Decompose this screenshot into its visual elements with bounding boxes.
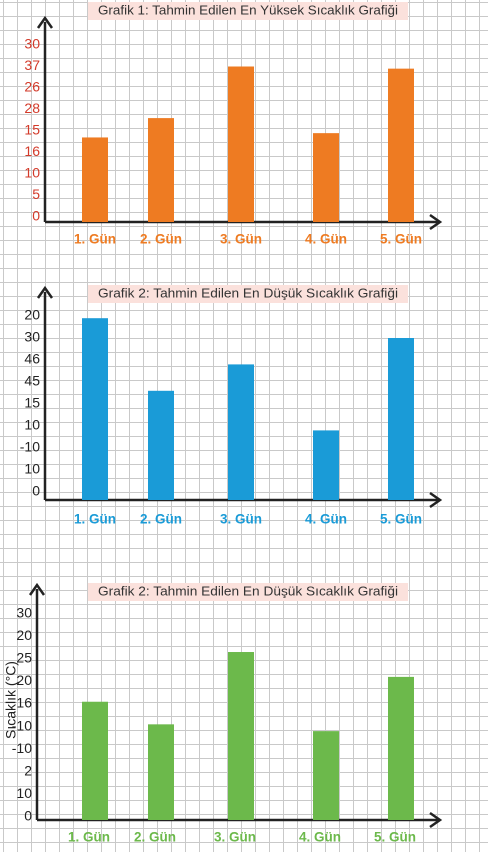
chart-title: Grafik 1: Tahmin Edilen En Yüksek Sıcakl…	[98, 3, 398, 17]
bar	[148, 118, 174, 222]
x-tick-label: 5. Gün	[380, 512, 422, 527]
y-tick-label: 10	[24, 165, 40, 181]
y-tick-label: 15	[24, 122, 40, 138]
x-tick-label: 5. Gün	[374, 830, 416, 845]
title-banner	[88, 2, 408, 20]
x-tick-label: 2. Gün	[134, 830, 176, 845]
x-arrow	[429, 811, 443, 829]
x-tick-label: 3. Gün	[214, 830, 256, 845]
bar	[228, 652, 254, 820]
x-tick-label: 4. Gün	[299, 830, 341, 845]
x-tick-label: 1. Gün	[74, 232, 116, 247]
x-tick-label: 1. Gün	[68, 830, 110, 845]
y-tick-label: 10	[16, 785, 32, 801]
y-tick-label: 0	[24, 808, 32, 824]
bar	[388, 676, 414, 820]
chart-title: Grafik 2: Tahmin Edilen En Düşük Sıcaklı…	[98, 584, 398, 598]
bar	[388, 68, 414, 223]
x-tick-label: 2. Gün	[140, 232, 182, 247]
y-tick-label: 10	[24, 461, 40, 477]
y-tick-label: -10	[12, 740, 32, 756]
y-tick-label: 15	[24, 395, 40, 411]
x-tick-label: 3. Gün	[220, 232, 262, 247]
y-arrow	[28, 582, 46, 596]
y-tick-label: 2	[24, 763, 32, 779]
bar	[148, 724, 174, 820]
x-tick-label: 2. Gün	[140, 512, 182, 527]
y-tick-label: -10	[20, 439, 40, 455]
y-tick-label: 16	[16, 695, 32, 711]
bar	[313, 731, 339, 820]
y-tick-label: 26	[24, 79, 40, 95]
x-tick-label: 4. Gün	[305, 232, 347, 247]
y-tick-label: 0	[32, 208, 40, 224]
y-tick-label: 25	[16, 650, 32, 666]
y-tick-label: 37	[24, 57, 40, 73]
y-tick-label: 0	[32, 483, 40, 499]
bar	[313, 430, 339, 500]
y-tick-label: 45	[24, 373, 40, 389]
x-arrow	[429, 213, 443, 231]
y-tick-label: 30	[16, 604, 32, 620]
title-banner	[88, 583, 408, 601]
x-tick-label: 4. Gün	[305, 512, 347, 527]
y-tick-label: -10	[12, 717, 32, 733]
bar	[148, 390, 174, 500]
x-tick-label: 1. Gün	[74, 512, 116, 527]
y-arrow	[36, 285, 54, 299]
y-tick-label: 30	[24, 36, 40, 52]
bar	[228, 66, 254, 222]
y-tick-label: 5	[32, 186, 40, 202]
y-tick-label: 46	[24, 351, 40, 367]
x-tick-label: 3. Gün	[220, 512, 262, 527]
y-axis-label: Sıcaklık (°C)	[3, 661, 19, 739]
y-tick-label: 30	[24, 329, 40, 345]
title-banner	[88, 285, 408, 303]
bar	[388, 338, 414, 500]
y-tick-label: 16	[24, 143, 40, 159]
bar	[82, 701, 108, 820]
bar	[82, 318, 108, 500]
bar	[82, 137, 108, 222]
y-tick-label: 10	[24, 417, 40, 433]
y-tick-label: 20	[24, 307, 40, 323]
y-arrow	[36, 15, 54, 29]
bar	[228, 364, 254, 500]
y-tick-label: 28	[24, 100, 40, 116]
x-tick-label: 5. Gün	[380, 232, 422, 247]
chart-title: Grafik 2: Tahmin Edilen En Düşük Sıcaklı…	[98, 286, 398, 300]
x-arrow	[429, 491, 443, 509]
y-tick-label: 20	[16, 627, 32, 643]
y-tick-label: 20	[16, 672, 32, 688]
bar	[313, 133, 339, 222]
